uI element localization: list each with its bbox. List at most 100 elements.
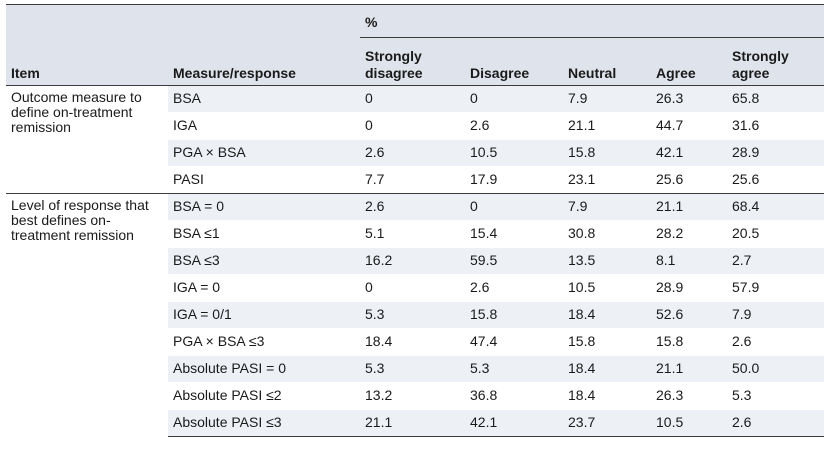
neutral-cell: 13.5 <box>563 247 651 275</box>
strongly-disagree-cell: 2.6 <box>360 193 465 221</box>
agree-cell: 15.8 <box>651 328 727 356</box>
strongly-disagree-cell: 5.3 <box>360 301 465 329</box>
strongly-agree-cell: 31.6 <box>727 112 825 140</box>
strongly-disagree-cell: 21.1 <box>360 409 465 437</box>
table-row: Absolute PASI = 0 5.3 5.3 18.4 21.1 50.0 <box>6 355 825 383</box>
neutral-cell: 30.8 <box>563 220 651 248</box>
survey-results-table: % Item Measure/response Strongly disagre… <box>6 4 825 437</box>
header-strongly-agree-text: Strongly agree <box>732 48 789 81</box>
agree-cell: 42.1 <box>651 139 727 167</box>
strongly-disagree-cell: 7.7 <box>360 166 465 194</box>
percent-label: % <box>365 13 378 30</box>
measure-cell: Absolute PASI ≤3 <box>168 409 360 437</box>
survey-table-container: % Item Measure/response Strongly disagre… <box>6 4 825 437</box>
agree-cell: 10.5 <box>651 409 727 437</box>
header-strongly-disagree-text: Strongly disagree <box>365 48 423 81</box>
strongly-disagree-cell: 5.1 <box>360 220 465 248</box>
header-measure: Measure/response <box>168 37 360 86</box>
disagree-cell: 17.9 <box>465 166 563 194</box>
item-label: Level of response that best defines on-t… <box>6 193 168 437</box>
strongly-disagree-cell: 0 <box>360 85 465 113</box>
disagree-cell: 36.8 <box>465 382 563 410</box>
agree-cell: 28.2 <box>651 220 727 248</box>
table-row: PASI 7.7 17.9 23.1 25.6 25.6 <box>6 166 825 194</box>
disagree-cell: 5.3 <box>465 355 563 383</box>
table-row: IGA = 0 0 2.6 10.5 28.9 57.9 <box>6 274 825 302</box>
measure-cell: PGA × BSA ≤3 <box>168 328 360 356</box>
table-row: Absolute PASI ≤2 13.2 36.8 18.4 26.3 5.3 <box>6 382 825 410</box>
strongly-agree-cell: 7.9 <box>727 301 825 329</box>
measure-cell: IGA <box>168 112 360 140</box>
header-disagree: Disagree <box>465 37 563 86</box>
neutral-cell: 7.9 <box>563 85 651 113</box>
disagree-cell: 42.1 <box>465 409 563 437</box>
table-row: Absolute PASI ≤3 21.1 42.1 23.7 10.5 2.6 <box>6 409 825 437</box>
measure-cell: Absolute PASI = 0 <box>168 355 360 383</box>
disagree-cell: 15.4 <box>465 220 563 248</box>
neutral-cell: 18.4 <box>563 355 651 383</box>
strongly-disagree-cell: 18.4 <box>360 328 465 356</box>
strongly-disagree-cell: 2.6 <box>360 139 465 167</box>
measure-cell: BSA ≤3 <box>168 247 360 275</box>
neutral-cell: 23.1 <box>563 166 651 194</box>
measure-cell: BSA ≤1 <box>168 220 360 248</box>
header-neutral: Neutral <box>563 37 651 86</box>
disagree-cell: 2.6 <box>465 274 563 302</box>
agree-cell: 21.1 <box>651 355 727 383</box>
strongly-agree-cell: 68.4 <box>727 193 825 221</box>
strongly-agree-cell: 28.9 <box>727 139 825 167</box>
percent-group-label: % <box>360 4 825 38</box>
table-row: IGA = 0/1 5.3 15.8 18.4 52.6 7.9 <box>6 301 825 329</box>
measure-cell: BSA = 0 <box>168 193 360 221</box>
strongly-agree-cell: 25.6 <box>727 166 825 194</box>
disagree-cell: 59.5 <box>465 247 563 275</box>
disagree-cell: 0 <box>465 193 563 221</box>
neutral-cell: 10.5 <box>563 274 651 302</box>
table-body: Outcome measure to define on-treatment r… <box>6 85 825 437</box>
table-row: BSA ≤1 5.1 15.4 30.8 28.2 20.5 <box>6 220 825 248</box>
strongly-agree-cell: 57.9 <box>727 274 825 302</box>
agree-cell: 26.3 <box>651 85 727 113</box>
neutral-cell: 21.1 <box>563 112 651 140</box>
strongly-disagree-cell: 0 <box>360 112 465 140</box>
neutral-cell: 7.9 <box>563 193 651 221</box>
header-strongly-agree: Strongly agree <box>727 37 825 86</box>
neutral-cell: 23.7 <box>563 409 651 437</box>
header-item: Item <box>6 37 168 86</box>
strongly-disagree-cell: 13.2 <box>360 382 465 410</box>
measure-cell: BSA <box>168 85 360 113</box>
agree-cell: 8.1 <box>651 247 727 275</box>
disagree-cell: 2.6 <box>465 112 563 140</box>
strongly-agree-cell: 2.6 <box>727 328 825 356</box>
agree-cell: 28.9 <box>651 274 727 302</box>
table-row: PGA × BSA ≤3 18.4 47.4 15.8 15.8 2.6 <box>6 328 825 356</box>
strongly-disagree-cell: 0 <box>360 274 465 302</box>
strongly-agree-cell: 5.3 <box>727 382 825 410</box>
table-row: Level of response that best defines on-t… <box>6 193 825 437</box>
header-label-row: Item Measure/response Strongly disagree … <box>6 37 825 86</box>
strongly-disagree-cell: 16.2 <box>360 247 465 275</box>
table-row: PGA × BSA 2.6 10.5 15.8 42.1 28.9 <box>6 139 825 167</box>
disagree-cell: 10.5 <box>465 139 563 167</box>
disagree-cell: 15.8 <box>465 301 563 329</box>
table-header: % Item Measure/response Strongly disagre… <box>6 4 825 86</box>
agree-cell: 21.1 <box>651 193 727 221</box>
table-row: IGA 0 2.6 21.1 44.7 31.6 <box>6 112 825 140</box>
measure-cell: IGA = 0/1 <box>168 301 360 329</box>
strongly-agree-cell: 50.0 <box>727 355 825 383</box>
neutral-cell: 15.8 <box>563 139 651 167</box>
table-row: BSA ≤3 16.2 59.5 13.5 8.1 2.7 <box>6 247 825 275</box>
item-label: Outcome measure to define on-treatment r… <box>6 85 168 194</box>
strongly-agree-cell: 20.5 <box>727 220 825 248</box>
neutral-cell: 15.8 <box>563 328 651 356</box>
agree-cell: 25.6 <box>651 166 727 194</box>
agree-cell: 52.6 <box>651 301 727 329</box>
strongly-agree-cell: 2.7 <box>727 247 825 275</box>
agree-cell: 44.7 <box>651 112 727 140</box>
strongly-agree-cell: 65.8 <box>727 85 825 113</box>
strongly-disagree-cell: 5.3 <box>360 355 465 383</box>
measure-cell: IGA = 0 <box>168 274 360 302</box>
header-strongly-disagree: Strongly disagree <box>360 37 465 86</box>
measure-cell: Absolute PASI ≤2 <box>168 382 360 410</box>
agree-cell: 26.3 <box>651 382 727 410</box>
